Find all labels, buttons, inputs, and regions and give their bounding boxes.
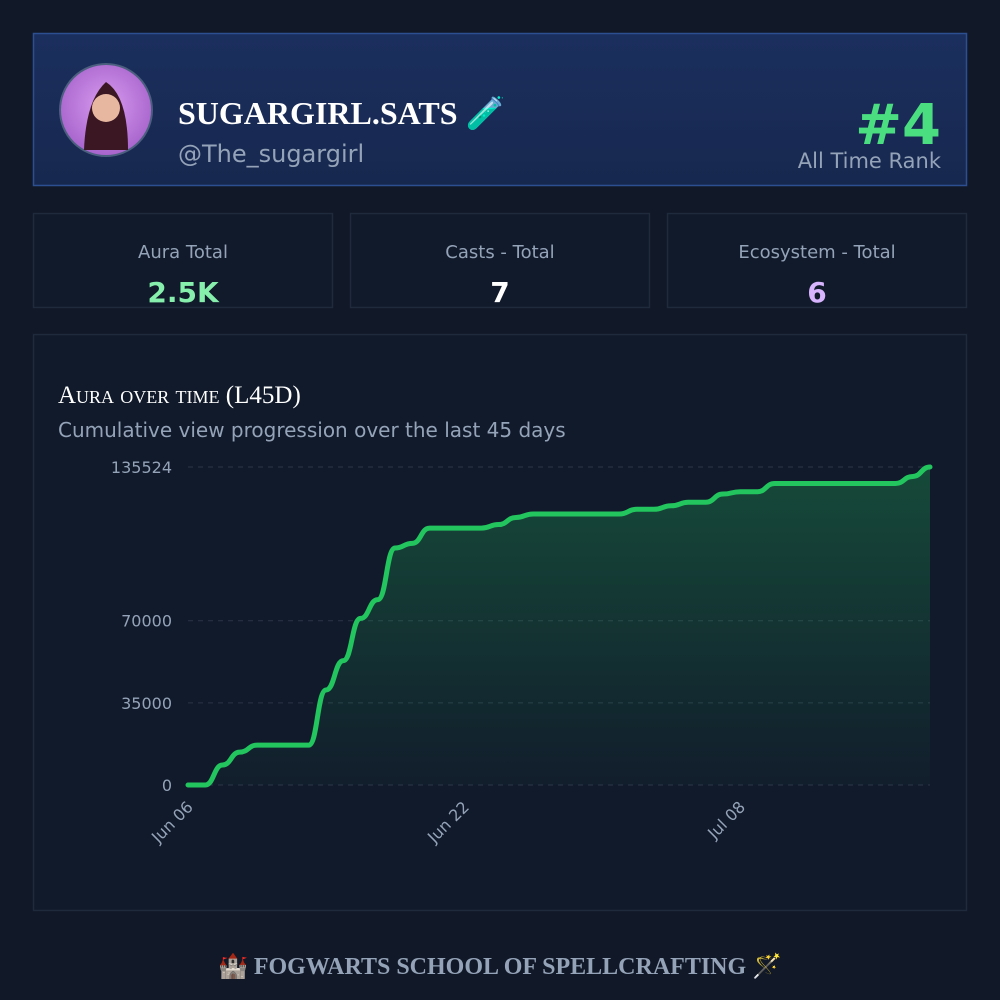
stat-label: Aura Total: [138, 242, 228, 263]
rank-label: All Time Rank: [798, 149, 942, 173]
stat-label: Ecosystem - Total: [738, 242, 895, 263]
footer: 🏰 FOGWARTS SCHOOL OF SPELLCRAFTING 🪄: [218, 952, 782, 980]
line-area: [188, 467, 930, 785]
stat-value: 2.5K: [147, 276, 220, 309]
profile-handle: @The_sugargirl: [178, 140, 364, 168]
stat-card: [349, 212, 651, 309]
y-tick-label: 0: [162, 776, 172, 795]
profile-card: [32, 32, 968, 187]
rank: #4: [855, 93, 941, 158]
y-tick-label: 35000: [121, 694, 172, 713]
stats: Aura Total 2.5K Casts - Total 7 Ecosystem - …: [32, 212, 968, 309]
y-tick-label: 135524: [111, 458, 172, 477]
profile-name: SUGARGIRL.SATS 🧪: [178, 95, 505, 131]
stat-value: 7: [490, 276, 509, 309]
stat-label: Casts - Total: [445, 242, 554, 263]
chart-subtitle: Cumulative view progression over the las…: [58, 418, 566, 442]
chart-title: Aura over time (L45D): [58, 382, 301, 409]
avatar-face: [92, 94, 120, 122]
y-tick-label: 70000: [121, 612, 172, 631]
line: [185, 464, 933, 788]
stat-value: 6: [807, 276, 826, 309]
stat-card: [666, 212, 968, 309]
stat-card: [32, 212, 334, 309]
